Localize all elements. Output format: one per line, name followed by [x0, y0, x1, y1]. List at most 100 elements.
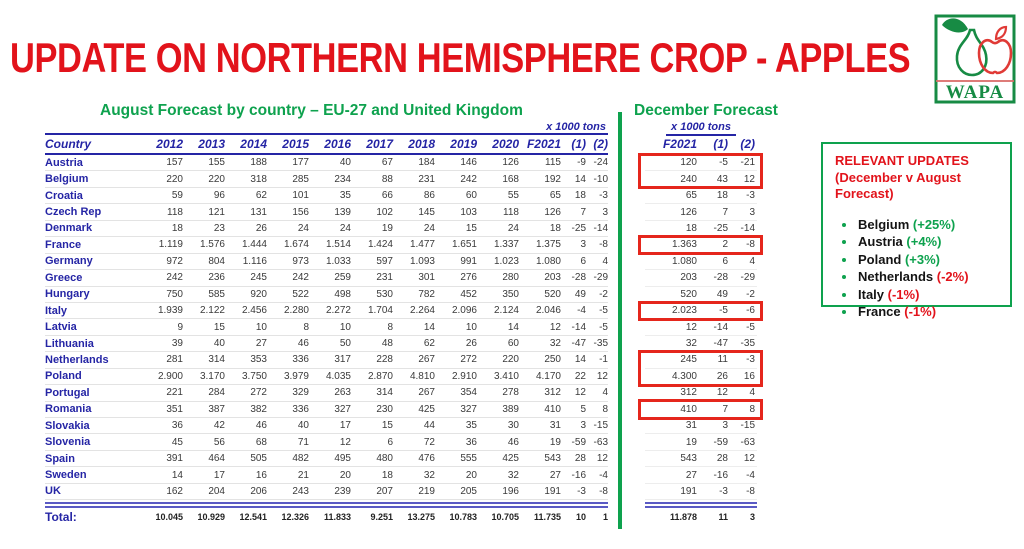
total-value-cell: 11.878	[669, 512, 697, 523]
value-cell: -4	[599, 469, 608, 481]
column-header-country: Country	[45, 137, 91, 151]
update-item-france: France (-1%)	[835, 303, 998, 321]
value-cell: 15	[213, 321, 225, 333]
december-heading: December Forecast	[634, 102, 778, 119]
value-cell: 120	[680, 157, 697, 169]
value-cell: 480	[376, 453, 393, 465]
value-cell: 115	[545, 157, 561, 169]
value-cell: 31	[549, 420, 561, 432]
total-value-cell: 11	[718, 512, 728, 523]
total-value-cell: 9.251	[370, 512, 393, 523]
december-row-portugal: 312 12 4	[645, 385, 757, 402]
december-row-denmark: 18 -25 -14	[645, 221, 757, 238]
value-cell: 15	[465, 222, 477, 234]
update-country: France	[858, 304, 905, 320]
value-cell: 39	[171, 338, 183, 350]
value-cell: 22	[574, 370, 586, 382]
value-cell: 4.810	[409, 370, 435, 382]
country-label: Poland	[45, 370, 82, 383]
value-cell: 55	[507, 190, 519, 202]
value-cell: 1.514	[325, 239, 351, 251]
update-country: Poland	[858, 251, 905, 267]
value-cell: -21	[740, 157, 755, 169]
value-cell: 1.093	[409, 255, 435, 267]
value-cell: 23	[213, 222, 225, 234]
december-row-lithuania: 32 -47 -35	[645, 336, 757, 353]
value-cell: 118	[167, 206, 183, 218]
relevant-updates-panel: RELEVANT UPDATES (December v August Fore…	[821, 142, 1012, 319]
value-cell: 12	[549, 321, 561, 333]
value-cell: -8	[746, 485, 755, 497]
value-cell: 318	[250, 173, 267, 185]
value-cell: 382	[250, 403, 267, 415]
value-cell: 284	[208, 387, 225, 399]
value-cell: -28	[571, 272, 586, 284]
value-cell: -15	[593, 420, 608, 432]
august-row-latvia: Latvia 9 15 10 8 10 8 14 10 14 12 -14 -5	[45, 319, 608, 336]
value-cell: 243	[292, 485, 309, 497]
value-cell: 228	[376, 354, 393, 366]
value-cell: 46	[507, 436, 519, 448]
value-cell: 272	[460, 354, 477, 366]
units-label-december: x 1000 tons	[645, 120, 757, 136]
value-cell: 14	[574, 173, 586, 185]
value-cell: 156	[292, 206, 309, 218]
value-cell: 555	[460, 453, 477, 465]
value-cell: 21	[297, 469, 309, 481]
value-cell: 102	[376, 206, 393, 218]
value-cell: 5	[580, 403, 586, 415]
value-cell: 62	[423, 338, 435, 350]
value-cell: 327	[334, 403, 351, 415]
value-cell: 27	[685, 469, 697, 481]
update-change: (-1%)	[887, 286, 920, 302]
value-cell: 520	[544, 288, 561, 300]
value-cell: 2.096	[451, 305, 477, 317]
value-cell: 353	[250, 354, 267, 366]
value-cell: 24	[423, 222, 435, 234]
value-cell: 12	[743, 173, 755, 185]
column-header-2013: 2013	[198, 137, 225, 151]
value-cell: 350	[502, 288, 519, 300]
value-cell: 14	[171, 469, 183, 481]
december-row-netherlands: 245 11 -3	[645, 352, 757, 369]
total-value-cell: 11.833	[323, 512, 351, 523]
total-value-cell: 12.326	[281, 512, 309, 523]
value-cell: -15	[740, 420, 755, 432]
value-cell: 7	[722, 403, 728, 415]
december-row-latvia: 12 -14 -5	[645, 319, 757, 336]
august-row-lithuania: Lithuania 39 40 27 46 50 48 62 26 60 32 -47 -35	[45, 336, 608, 353]
value-cell: -2	[746, 288, 755, 300]
value-cell: 121	[208, 206, 225, 218]
value-cell: 203	[544, 272, 561, 284]
value-cell: 391	[166, 453, 183, 465]
update-item-italy: Italy (-1%)	[835, 286, 998, 304]
units-label-december-text: x 1000 tons	[666, 120, 736, 136]
country-label: Romania	[45, 403, 92, 416]
value-cell: 1.674	[283, 239, 309, 251]
august-heading: August Forecast by country – EU-27 and U…	[100, 102, 523, 119]
value-cell: 49	[574, 288, 586, 300]
december-row-austria: 120 -5 -21	[645, 155, 757, 172]
december-total-row: 11.878 11 3	[645, 508, 757, 526]
value-cell: 18	[549, 222, 561, 234]
value-cell: 1.080	[535, 255, 561, 267]
august-row-netherlands: Netherlands 281 314 353 336 317 228 267 272 220 25…	[45, 352, 608, 369]
value-cell: -14	[571, 321, 586, 333]
value-cell: 12	[574, 387, 586, 399]
update-change: (+4%)	[906, 234, 942, 250]
value-cell: 281	[166, 354, 183, 366]
value-cell: 1.119	[158, 239, 183, 251]
value-cell: 40	[297, 420, 309, 432]
value-cell: 10	[255, 321, 267, 333]
value-cell: 336	[292, 354, 309, 366]
column-header--1-: (1)	[571, 137, 586, 151]
update-country: Italy	[858, 286, 888, 302]
value-cell: 28	[716, 453, 728, 465]
value-cell: 86	[423, 190, 435, 202]
value-cell: 88	[381, 173, 393, 185]
value-cell: 18	[685, 222, 697, 234]
total-value-cell: 11.735	[533, 512, 561, 523]
value-cell: 234	[334, 173, 351, 185]
value-cell: -3	[719, 485, 728, 497]
